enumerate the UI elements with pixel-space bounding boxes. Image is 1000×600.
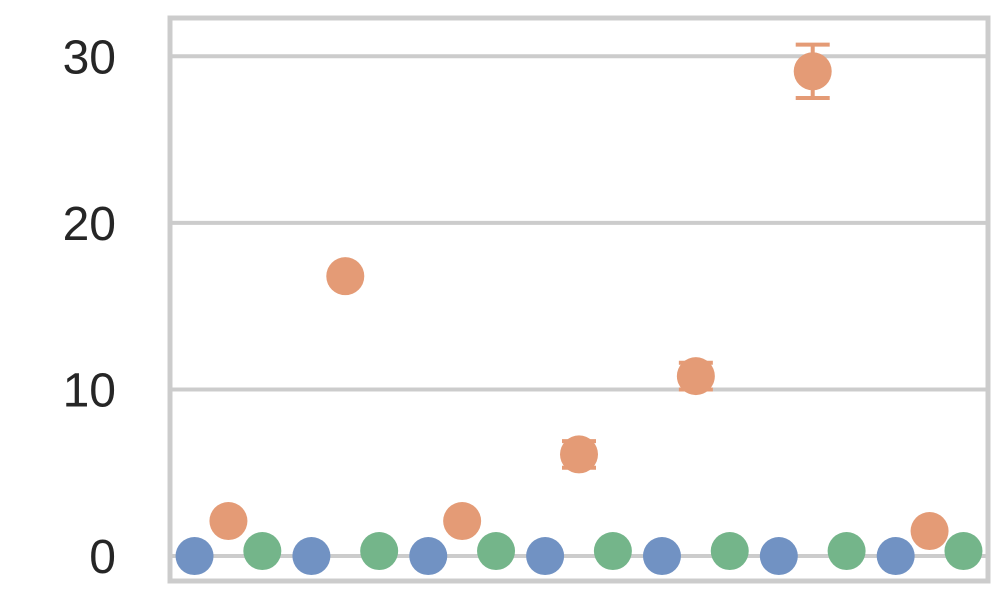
y-tick-label: 30 — [63, 31, 116, 84]
data-point — [443, 502, 482, 541]
data-point — [175, 537, 214, 576]
data-point — [526, 537, 565, 576]
data-point — [827, 532, 866, 571]
data-point — [326, 257, 365, 296]
data-point — [593, 532, 632, 571]
data-point — [292, 537, 331, 576]
y-tick-label: 20 — [63, 198, 116, 251]
data-point — [409, 537, 448, 576]
data-point — [944, 532, 983, 571]
y-tick-label: 0 — [89, 531, 116, 584]
data-point — [209, 502, 248, 541]
y-tick-labels: 0 10 20 30 — [63, 31, 116, 584]
y-tick-label: 10 — [63, 364, 116, 417]
data-point — [243, 532, 282, 571]
data-point — [642, 537, 681, 576]
plot-frame — [167, 15, 991, 584]
data-point — [477, 532, 516, 571]
data-point — [676, 357, 715, 396]
gridlines — [170, 54, 988, 559]
data-point — [759, 537, 798, 576]
series-marks — [175, 42, 983, 576]
data-point — [876, 537, 915, 576]
data-point — [560, 435, 598, 474]
data-point — [710, 532, 749, 571]
data-point — [360, 532, 399, 571]
data-point — [910, 512, 949, 551]
data-point — [793, 52, 832, 91]
